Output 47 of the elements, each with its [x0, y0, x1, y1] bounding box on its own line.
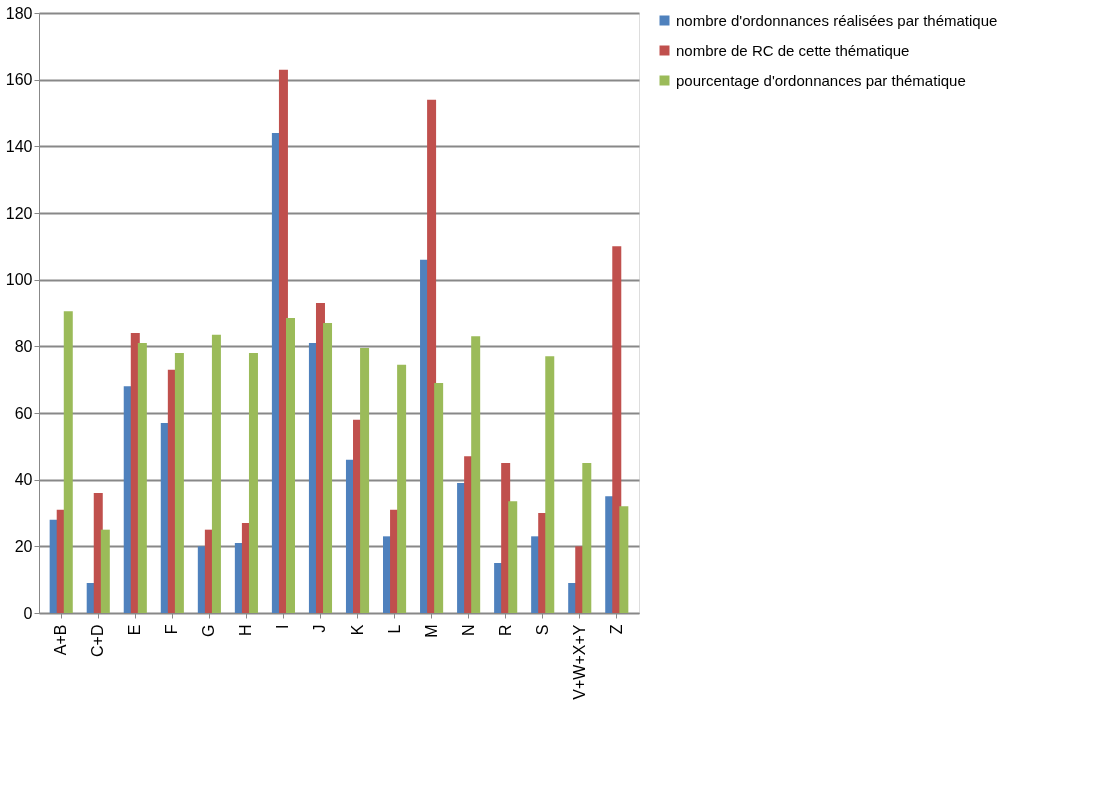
bar — [612, 246, 622, 613]
bar — [360, 348, 370, 613]
bar — [434, 383, 444, 613]
x-tick-label: C+D — [89, 624, 107, 657]
x-tick-label: Z — [607, 624, 625, 635]
x-tick-label: G — [200, 624, 218, 637]
bar — [137, 343, 147, 613]
x-tick-label: V+W+X+Y — [570, 624, 588, 700]
legend-label: nombre de RC de cette thématique — [676, 41, 910, 59]
x-tick-label: M — [422, 624, 440, 638]
bar — [248, 353, 258, 613]
x-tick-label: S — [533, 624, 551, 636]
bar — [619, 506, 629, 613]
bar — [323, 323, 333, 613]
x-tick-label: J — [311, 624, 329, 633]
bar — [286, 318, 295, 613]
x-tick-label: L — [385, 624, 403, 634]
bar — [211, 334, 221, 613]
x-tick-label: N — [459, 624, 477, 637]
bar — [397, 364, 407, 613]
x-tick-label: I — [274, 624, 292, 629]
y-tick-label: 140 — [5, 137, 33, 155]
bar — [63, 311, 73, 613]
x-tick-label: E — [126, 624, 144, 636]
legend-label: nombre d'ordonnances réalisées par thématique — [676, 11, 998, 29]
y-tick-label: 0 — [23, 604, 33, 622]
bar — [545, 356, 555, 613]
y-tick-label: 80 — [14, 337, 33, 355]
bar — [100, 529, 110, 613]
bar — [508, 501, 518, 613]
y-tick-label: 20 — [14, 537, 33, 555]
y-tick-label: 160 — [5, 71, 33, 89]
y-tick-label: 180 — [5, 4, 33, 22]
bar — [427, 99, 437, 613]
x-tick-label: A+B — [52, 624, 70, 656]
bar — [582, 463, 592, 613]
bar — [471, 336, 481, 613]
y-tick-label: 100 — [5, 271, 33, 289]
x-tick-label: K — [348, 624, 366, 636]
x-tick-label: R — [496, 624, 514, 637]
y-tick-label: 60 — [14, 404, 33, 422]
y-tick-label: 40 — [14, 471, 33, 489]
x-tick-label: F — [163, 624, 181, 635]
x-tick-label: H — [237, 624, 255, 637]
y-tick-label: 120 — [5, 204, 33, 222]
legend-label: pourcentage d'ordonnances par thématique — [676, 71, 966, 89]
bar — [174, 353, 184, 613]
